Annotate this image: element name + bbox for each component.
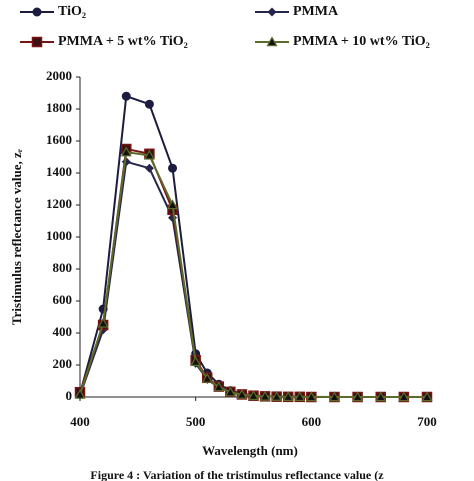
marker [282, 391, 294, 402]
marker [352, 391, 364, 402]
legend-text: TiO₂ [58, 4, 86, 19]
marker [247, 390, 260, 401]
legend-text: PMMA + 10 wt% TiO₂ [293, 34, 430, 49]
marker [328, 391, 340, 402]
marker [236, 388, 248, 399]
marker [97, 317, 109, 328]
marker [421, 391, 433, 402]
legend-text: PMMA [293, 4, 339, 19]
marker [213, 381, 225, 392]
y-tick-label: 600 [53, 292, 73, 307]
marker [32, 7, 42, 17]
marker [167, 199, 179, 210]
marker [121, 91, 131, 101]
marker [120, 146, 132, 157]
marker [259, 390, 271, 401]
x-tick-label: 400 [70, 414, 90, 429]
marker [271, 390, 283, 401]
y-axis-label: Tristimulus reflectance value, zᵣ [9, 148, 24, 325]
y-tick-label: 1000 [46, 228, 72, 243]
y-tick-label: 1200 [46, 196, 72, 211]
y-tick-label: 0 [66, 388, 73, 403]
marker [305, 391, 317, 402]
marker [144, 163, 154, 173]
y-tick-label: 1400 [46, 164, 72, 179]
marker [31, 36, 43, 48]
x-tick-label: 600 [302, 414, 322, 429]
series-line [79, 160, 427, 398]
marker [74, 388, 86, 399]
y-tick-label: 1600 [46, 132, 72, 147]
y-tick-label: 800 [53, 260, 73, 275]
x-tick-label: 700 [417, 414, 437, 429]
marker [224, 386, 236, 397]
y-tick-label: 200 [53, 356, 73, 371]
marker [143, 149, 155, 160]
y-tick-label: 2000 [46, 68, 72, 83]
y-tick-label: 400 [53, 324, 73, 339]
y-tick-label: 1800 [46, 100, 72, 115]
marker [375, 391, 387, 402]
marker [144, 99, 154, 109]
series-line [79, 151, 427, 398]
figure-caption: Figure 4 : Variation of the tristimulus … [90, 468, 384, 481]
legend-text: PMMA + 5 wt% TiO₂ [58, 34, 188, 49]
marker [201, 372, 213, 383]
marker [267, 7, 277, 17]
marker [294, 391, 306, 402]
marker [266, 36, 278, 47]
marker [398, 391, 410, 402]
series-line [79, 147, 427, 398]
marker [190, 356, 202, 366]
x-tick-label: 500 [186, 414, 206, 429]
x-axis-label: Wavelength (nm) [202, 443, 298, 458]
marker [168, 163, 178, 173]
series-line [79, 94, 427, 398]
